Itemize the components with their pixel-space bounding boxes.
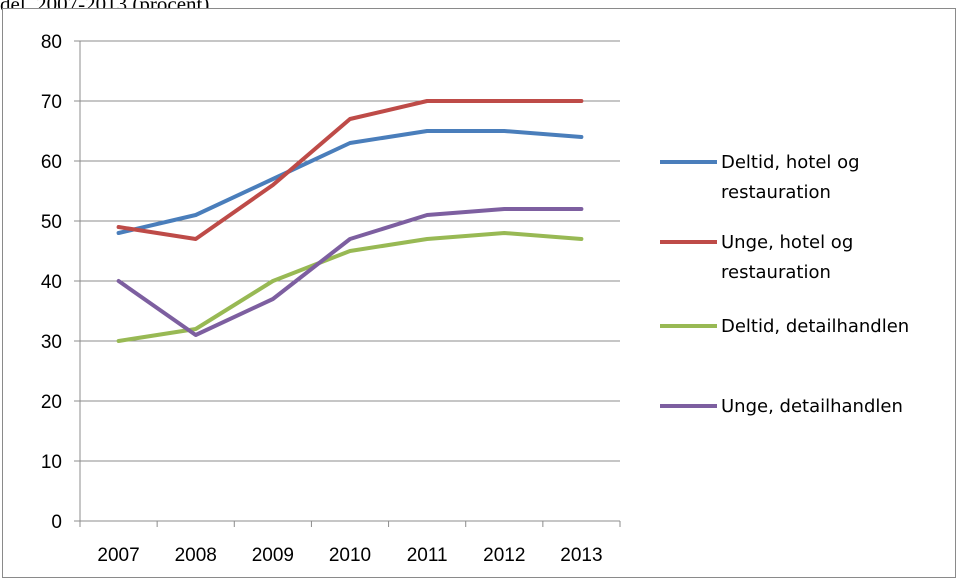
legend-label: Unge, detailhandlen [721,396,903,417]
y-tick-label: 10 [41,452,62,473]
series-line [116,231,584,343]
y-tick-label: 60 [41,152,62,173]
legend-label: Deltid, hotel og restauration [721,152,860,203]
y-tick-label: 30 [41,332,62,353]
y-tick-label: 40 [41,272,62,293]
x-tick-label: 2012 [483,545,525,566]
x-tick-label: 2010 [329,545,371,566]
series-line [116,99,584,241]
x-tick-label: 2008 [175,545,217,566]
x-tick-label: 2013 [560,545,602,566]
x-tick-label: 2007 [97,545,139,566]
y-tick-label: 70 [41,92,62,113]
x-tick-label: 2011 [407,545,448,566]
x-tick-labels: 2007 2008 2009 2010 2011 2012 2013 [97,545,602,566]
y-tick-label: 0 [51,512,62,533]
series-line [116,207,584,337]
y-tick-labels: 0 10 20 30 40 50 60 70 80 [41,32,62,533]
legend-label: Deltid, detailhandlen [721,316,909,337]
axes [74,40,621,527]
y-tick-label: 80 [41,32,62,53]
series-line [116,129,584,235]
legend-label: Unge, hotel og restauration [721,232,853,283]
y-tick-label: 50 [41,212,62,233]
chart-frame [2,8,956,578]
y-tick-label: 20 [41,392,62,413]
x-tick-label: 2009 [252,545,294,566]
series-lines [116,99,584,343]
legend: Deltid, hotel og restauration Unge, hotel … [660,152,909,417]
